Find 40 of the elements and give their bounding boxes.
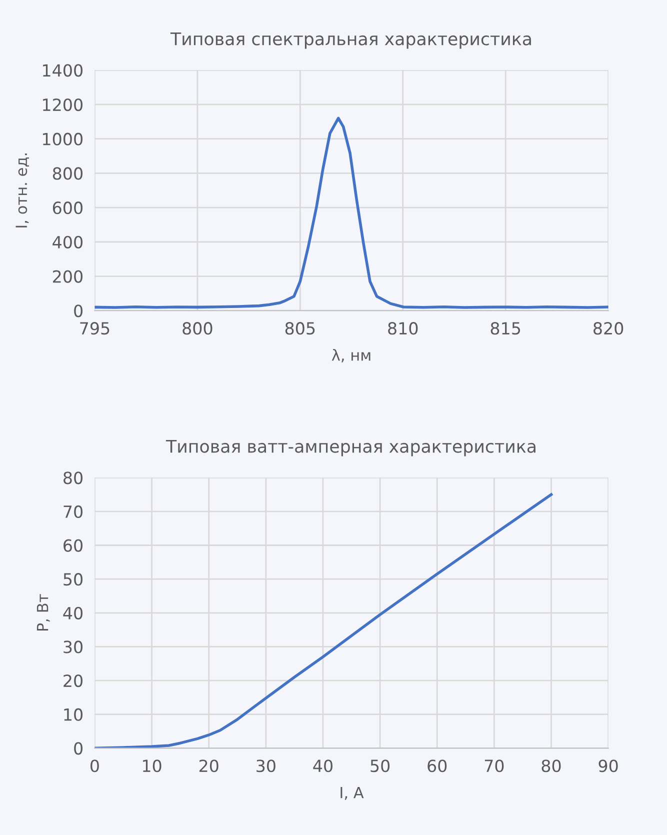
x-tick-label: 30 [256, 760, 276, 772]
chart-title: Типовая ватт-амперная характеристика [166, 440, 536, 456]
x-tick-label: 40 [313, 760, 332, 772]
x-tick-label: 90 [598, 760, 618, 772]
y-tick-label: 20 [64, 674, 82, 688]
x-tick-label: 50 [370, 760, 390, 772]
x-tick-label: 805 [285, 322, 315, 335]
x-tick-label: 820 [594, 322, 624, 335]
x-tick-label: 810 [388, 322, 418, 335]
y-tick-label: 600 [52, 202, 82, 214]
y-tick-label: 1400 [43, 64, 82, 77]
y-tick-label: 1000 [43, 132, 82, 146]
x-tick-label: 795 [80, 322, 110, 335]
line-series [94, 493, 553, 748]
x-tick-label: 800 [182, 322, 212, 335]
x-axis-title: λ, нм [332, 348, 370, 362]
y-tick-label: 400 [52, 236, 82, 248]
y-tick-label: 40 [63, 606, 82, 620]
y-tick-label: 80 [64, 472, 82, 484]
chart-title: Типовая спектральная характеристика [170, 32, 531, 49]
x-tick-label: 0 [90, 760, 99, 772]
x-tick-label: 10 [143, 760, 162, 772]
x-tick-label: 60 [428, 760, 447, 772]
y-tick-label: 200 [53, 270, 82, 283]
x-tick-label: 70 [484, 760, 504, 772]
y-tick-label: 50 [64, 573, 82, 586]
y-tick-label: 30 [64, 640, 82, 654]
y-axis-title: P, Вт [36, 594, 50, 631]
y-tick-label: 60 [64, 539, 82, 552]
y-axis-title: I, отн. ед. [16, 154, 30, 228]
x-axis-title: I, А [340, 786, 364, 800]
y-tick-label: 0 [74, 304, 82, 318]
x-tick-label: 815 [490, 322, 520, 335]
x-tick-label: 80 [542, 760, 561, 772]
x-tick-label: 20 [199, 760, 218, 772]
y-tick-label: 70 [64, 505, 82, 518]
y-tick-label: 0 [74, 742, 82, 755]
y-tick-label: 1200 [43, 98, 82, 112]
y-tick-label: 800 [52, 167, 82, 180]
y-tick-label: 10 [64, 708, 82, 721]
